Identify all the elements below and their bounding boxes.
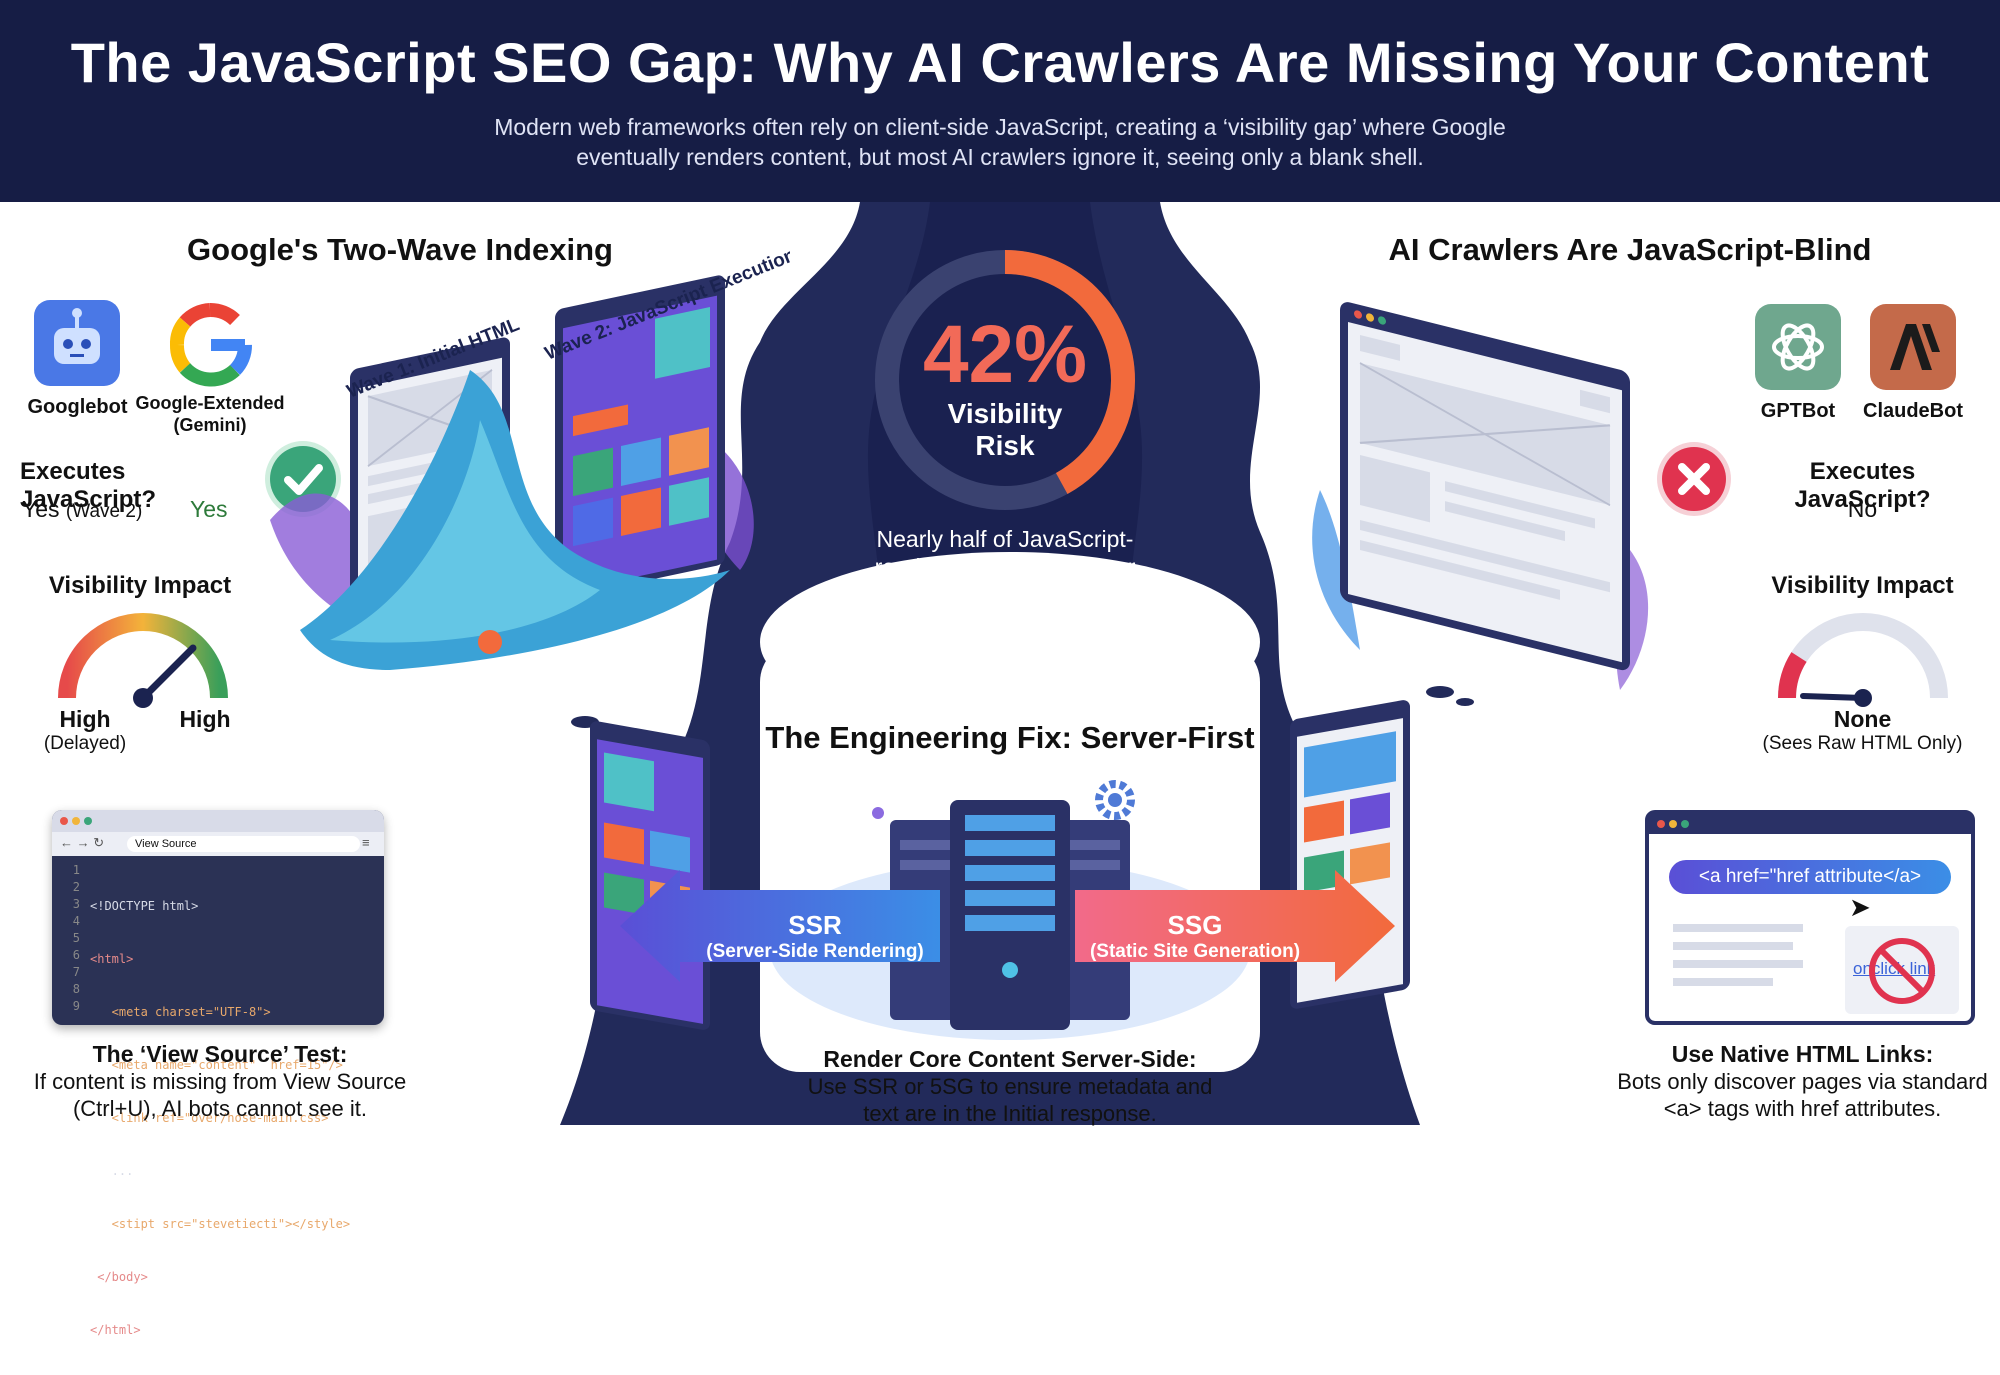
openai-logo-icon: [1755, 304, 1841, 390]
risk-desc-1: Nearly half of JavaScript-: [876, 526, 1134, 552]
right-executes-label: Executes JavaScript?: [1794, 458, 1931, 513]
view-source-caption: The ‘View Source’ Test: If content is mi…: [20, 1040, 420, 1122]
two-wave-illustration: Wave 1: Initial HTML Wave 2: JavaScript …: [270, 250, 790, 670]
fix-line2: text are in the Initial response.: [863, 1101, 1157, 1126]
ssg-full: (Static Site Generation): [1089, 941, 1301, 962]
risk-percent: 42%: [922, 309, 1088, 400]
impact-none: None: [1833, 706, 1892, 732]
risk-description: Nearly half of JavaScript- rendered cont…: [820, 525, 1190, 609]
html-links-window: <a href="href attribute</a> ➤ onclick li…: [1645, 810, 1975, 1025]
fix-line1: Use SSR or 5SG to ensure metadata and: [807, 1074, 1213, 1099]
blank-shell-illustration: [1312, 302, 1649, 690]
risk-desc-2: rendered content is never: [874, 554, 1136, 580]
url-bar[interactable]: View Source: [127, 836, 360, 852]
googlebot-label: Googlebot: [27, 396, 128, 418]
view-source-line2: (Ctrl+U), AI bots cannot see it.: [72, 1096, 368, 1121]
left-impact-gauge: [58, 613, 228, 708]
left-impact-2: High: [179, 706, 231, 732]
executes-note: (Wave 2): [65, 501, 143, 522]
fix-heading: The Engineering Fix: Server-First: [765, 720, 1255, 755]
impact-raw-html: (Sees Raw HTML Only): [1762, 733, 1963, 754]
risk-line2: Risk: [975, 430, 1035, 461]
nav-arrows-icon[interactable]: ← → ↻: [60, 835, 105, 850]
page-subtitle: Modern web frameworks often rely on clie…: [400, 112, 1600, 172]
visibility-risk-ring: [875, 250, 1135, 510]
right-impact-value: None (Sees Raw HTML Only): [1740, 706, 1985, 755]
ssg-arrow: [1075, 870, 1395, 982]
links-line2: <a> tags with href attributes.: [1663, 1096, 1942, 1121]
googlebot-robot-icon: [34, 300, 120, 386]
impact-high-1: High: [59, 706, 111, 732]
ssr-arrow: [620, 870, 940, 982]
gptbot-label: GPTBot: [1760, 400, 1836, 422]
impact-delayed: (Delayed): [43, 733, 127, 754]
left-heading: Google's Two-Wave Indexing: [187, 232, 613, 267]
left-impact-1: High (Delayed): [40, 706, 130, 755]
left-executes-value-2: Yes: [190, 496, 228, 522]
risk-arc: [875, 250, 1135, 510]
ssg-label: SSG (Static Site Generation): [1070, 910, 1320, 963]
risk-desc-3: indexed by major AI systems.: [855, 582, 1155, 608]
server-first-illustration: [590, 700, 1410, 1040]
google-extended-line2: (Gemini): [173, 415, 247, 435]
page-title: The JavaScript SEO Gap: Why AI Crawlers …: [70, 31, 1930, 94]
fix-title: Render Core Content Server-Side:: [823, 1046, 1197, 1072]
executes-yes-1: Yes: [22, 496, 60, 522]
google-g-icon: [165, 300, 255, 390]
subtitle-line-1: Modern web frameworks often rely on clie…: [494, 114, 1506, 140]
google-extended-label: Google-Extended (Gemini): [130, 392, 290, 436]
header-banner: [0, 0, 2000, 202]
view-source-line1: If content is missing from View Source: [33, 1069, 407, 1094]
ssr-title: SSR: [788, 910, 842, 940]
links-caption: Use Native HTML Links: Bots only discove…: [1610, 1040, 1995, 1122]
right-executes-value: No: [1847, 496, 1878, 522]
view-source-title: The ‘View Source’ Test:: [92, 1041, 348, 1067]
anchor-tag-pill[interactable]: <a href="href attribute</a>: [1669, 860, 1951, 894]
risk-line1: Visibility: [947, 398, 1063, 429]
right-impact-gauge: [1778, 613, 1948, 707]
cursor-icon: ➤: [1849, 892, 1871, 922]
left-executes-value-1: Yes (Wave 2): [22, 496, 142, 523]
claudebot-label: ClaudeBot: [1863, 400, 1963, 422]
fix-caption: Render Core Content Server-Side: Use SSR…: [770, 1045, 1250, 1127]
gear-icon: [1095, 780, 1135, 820]
links-title: Use Native HTML Links:: [1671, 1041, 1934, 1067]
left-impact-label: Visibility Impact: [48, 572, 232, 599]
ssr-full: (Server-Side Rendering): [706, 941, 924, 962]
right-heading: AI Crawlers Are JavaScript-Blind: [1388, 232, 1872, 267]
anthropic-logo-icon: [1870, 304, 1956, 390]
ssg-title: SSG: [1167, 910, 1223, 940]
google-extended-line1: Google-Extended: [135, 393, 285, 413]
subtitle-line-2: eventually renders content, but most AI …: [576, 144, 1424, 170]
links-titlebar: [1649, 814, 1971, 834]
view-source-toolbar: ← → ↻ View Source ≡: [52, 832, 384, 856]
onclick-link-box: onclick link: [1845, 926, 1959, 1014]
ssr-label: SSR (Server-Side Rendering): [690, 910, 940, 963]
right-impact-label: Visibility Impact: [1771, 572, 1954, 599]
view-source-titlebar: [52, 810, 384, 832]
risk-label: Visibility Risk: [870, 398, 1140, 462]
prohibited-icon: [1869, 938, 1935, 1004]
left-executes-label: Executes JavaScript?: [20, 458, 157, 513]
close-icon: [1662, 447, 1726, 511]
menu-icon[interactable]: ≡: [362, 835, 370, 850]
links-line1: Bots only discover pages via standard: [1617, 1069, 1988, 1094]
